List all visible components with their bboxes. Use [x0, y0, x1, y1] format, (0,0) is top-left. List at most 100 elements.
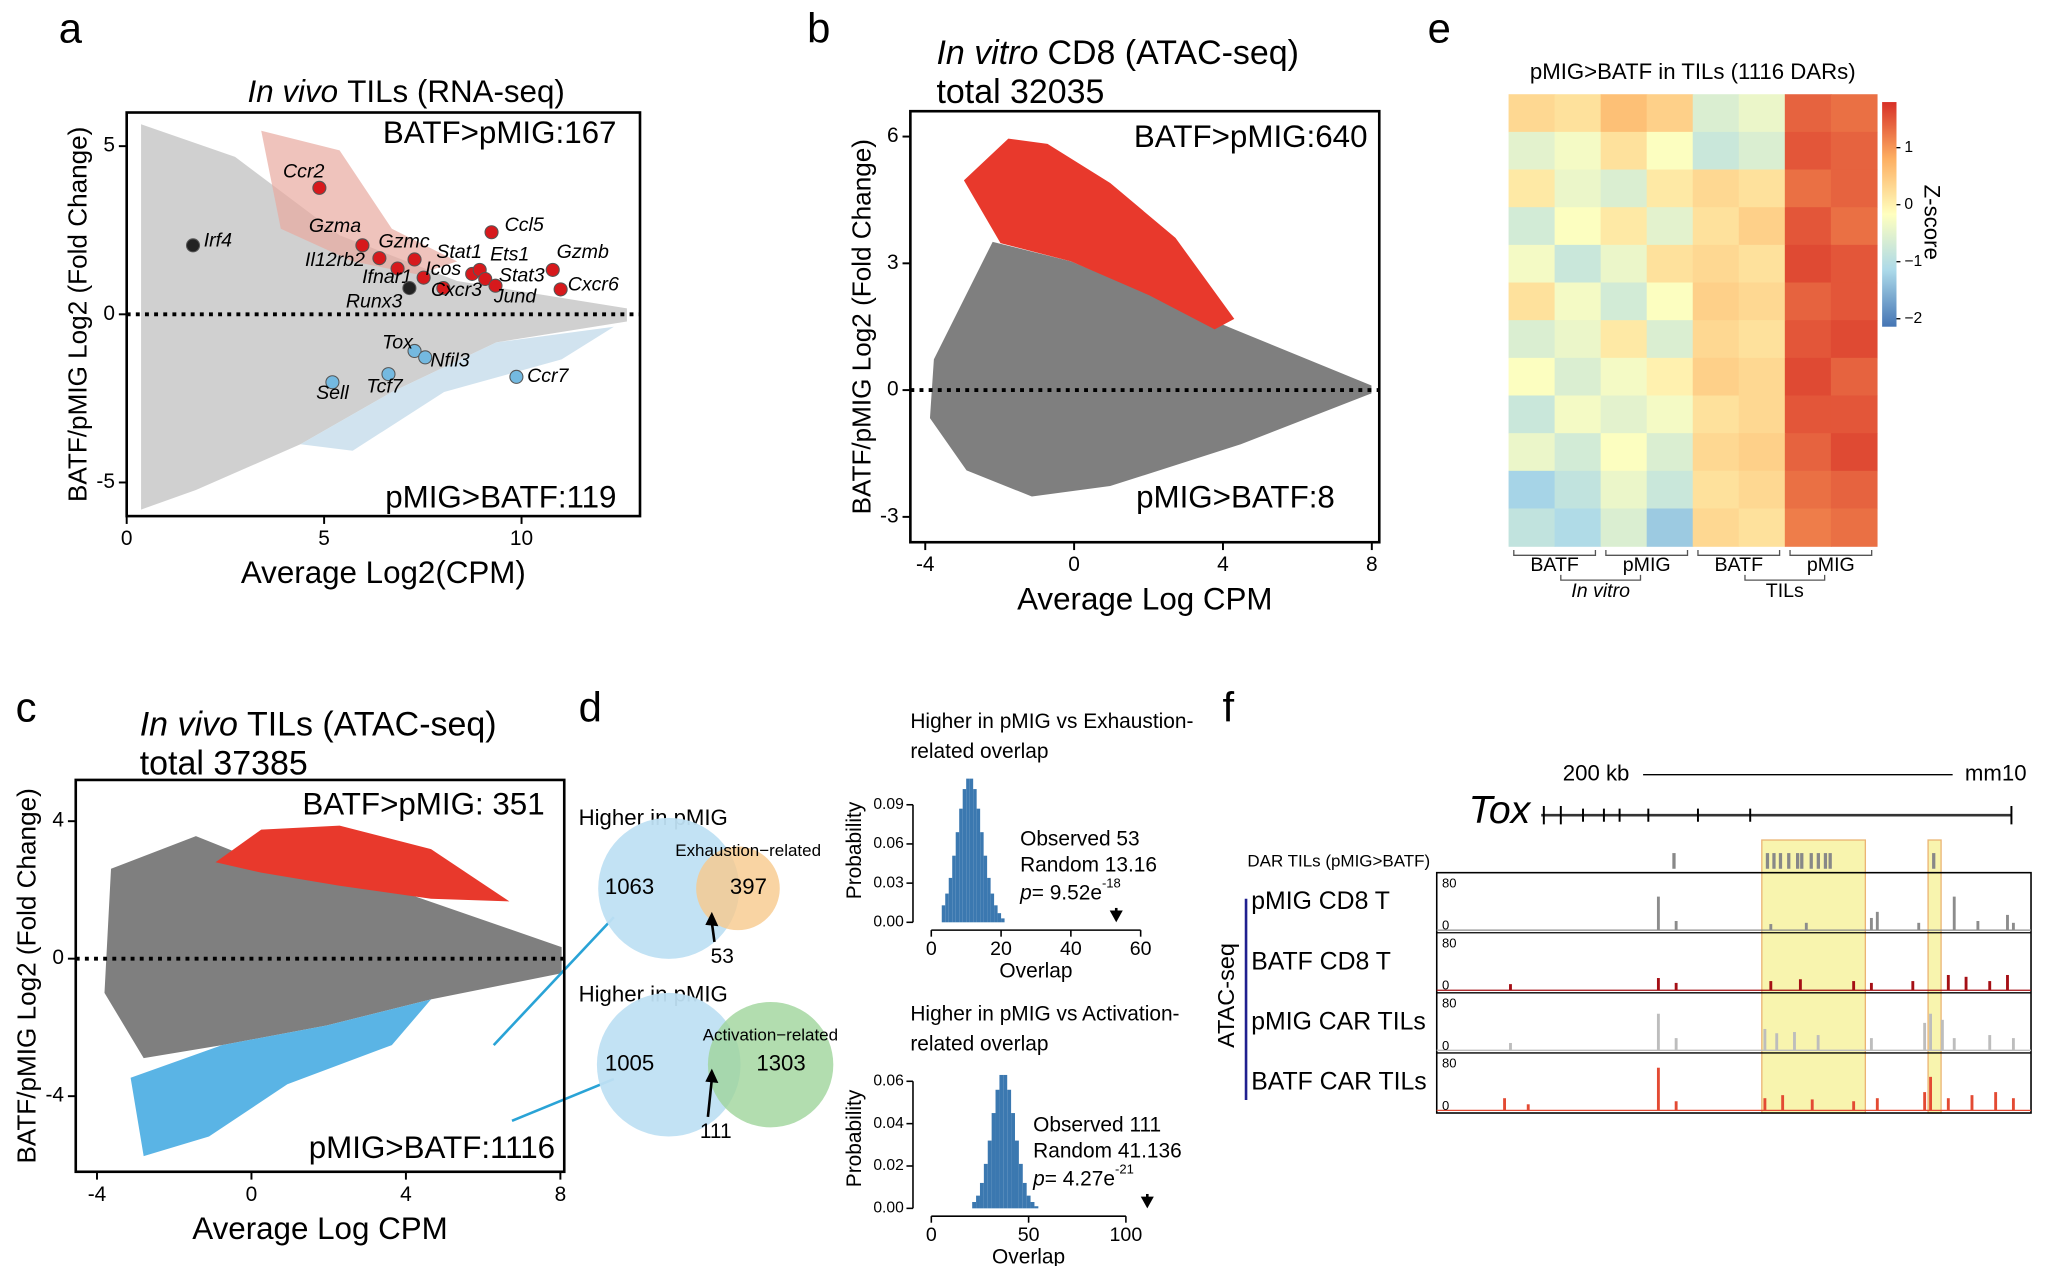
- heatmap-cell: [1600, 207, 1648, 246]
- peak: [1769, 924, 1773, 931]
- peak: [1994, 1092, 1998, 1111]
- observed-arrow-head: [1109, 910, 1123, 923]
- peak: [1763, 1098, 1767, 1111]
- heatmap-cell: [1830, 470, 1878, 510]
- heatmap-cell: [1830, 131, 1878, 171]
- dar-mark: [1816, 853, 1820, 869]
- point-cloud: [929, 241, 1372, 497]
- point-label: Cxcr6: [568, 274, 619, 296]
- bar: [991, 1113, 996, 1209]
- point-cloud: [104, 836, 562, 1059]
- colorbar-label: Z-score: [1920, 185, 1945, 260]
- point-cloud: [141, 124, 627, 510]
- dar-mark: [1796, 853, 1800, 869]
- peak: [1816, 1035, 1820, 1051]
- dar-mark: [1772, 853, 1776, 869]
- point: [488, 278, 503, 293]
- venn-right: [707, 1001, 834, 1128]
- colorbar-tick-label: 0: [1904, 196, 1913, 213]
- heatmap-cell: [1646, 94, 1694, 133]
- chart-title: In vivo TILs (RNA-seq): [248, 75, 565, 110]
- bar: [999, 1074, 1004, 1209]
- bar: [973, 789, 977, 923]
- plot-frame: [74, 778, 566, 1174]
- track-tick-label: 0: [1442, 1038, 1449, 1053]
- scale-label: 200 kb: [1563, 761, 1630, 786]
- venn-right-count: 397: [730, 874, 767, 899]
- dar-mark: [1828, 853, 1832, 869]
- point: [545, 262, 560, 277]
- point-label: Tcf7: [366, 375, 403, 397]
- bar: [966, 778, 970, 923]
- random-label: Random 13.16: [1020, 854, 1157, 877]
- point-label: Gzma: [309, 215, 361, 237]
- heatmap-cell: [1738, 94, 1786, 133]
- observed-label: Observed 53: [1020, 828, 1140, 851]
- p-symbol: p: [1032, 1167, 1045, 1190]
- heatmap-cell: [1600, 94, 1648, 133]
- point-label: Nfil3: [430, 349, 469, 371]
- heatmap-cell: [1554, 244, 1602, 284]
- peak: [1674, 1038, 1678, 1051]
- peak: [1509, 1042, 1512, 1051]
- bar: [976, 1195, 980, 1209]
- heatmap-cell: [1646, 395, 1694, 434]
- point-cloud-down: [300, 326, 614, 451]
- venn-overlap-count: 53: [711, 945, 734, 968]
- point: [372, 251, 387, 266]
- track-label: BATF CAR TILs: [1251, 1069, 1426, 1096]
- gene-label: Tox: [1469, 789, 1532, 832]
- heatmap-cell: [1692, 131, 1740, 171]
- link-arrow: [492, 916, 615, 1046]
- peak: [1923, 1092, 1927, 1111]
- heatmap-cell: [1738, 508, 1786, 547]
- venn-right-label: Activation−related: [703, 1025, 838, 1044]
- y-tick-label: 0.00: [873, 913, 904, 930]
- colorbar-tick-label: −1: [1904, 253, 1922, 270]
- point: [390, 261, 405, 276]
- column-bracket: [1513, 550, 1597, 556]
- peak: [1804, 922, 1808, 931]
- x-tick-label: 0: [246, 1183, 258, 1206]
- peak: [1674, 921, 1678, 931]
- bar: [1011, 1113, 1015, 1209]
- peak: [1952, 1038, 1956, 1051]
- heatmap-cell: [1738, 395, 1786, 434]
- bar: [1003, 1074, 1008, 1209]
- bar: [1007, 1089, 1012, 1209]
- column-bracket: [1789, 550, 1873, 556]
- heatmap-cell: [1784, 357, 1832, 397]
- x-tick-label: 8: [1366, 553, 1378, 576]
- peak: [2011, 1098, 2015, 1111]
- point: [407, 343, 422, 359]
- track-tick-label: 0: [1442, 918, 1449, 933]
- y-tick-label: 0: [887, 378, 899, 401]
- column-bracket: [1605, 550, 1689, 556]
- y-tick-label: 0: [52, 946, 64, 969]
- overlap-arrow-head: [705, 911, 719, 927]
- bar: [1034, 1206, 1039, 1209]
- y-axis-label: BATF/pMIG Log2 (Fold Change): [12, 788, 42, 1163]
- y-tick-label: -4: [45, 1084, 64, 1107]
- heatmap-cell: [1738, 357, 1786, 397]
- heatmap-cell: [1646, 357, 1694, 397]
- y-tick-label: 4: [52, 809, 64, 832]
- histogram-title: related overlap: [910, 1033, 1048, 1056]
- peak: [2006, 974, 2009, 991]
- x-tick-label: -4: [916, 553, 935, 576]
- heatmap-cell: [1738, 169, 1786, 208]
- heatmap-cell: [1508, 357, 1556, 397]
- venn-left: [596, 992, 741, 1137]
- peak: [1869, 1038, 1873, 1051]
- bar: [1022, 1182, 1027, 1209]
- bar: [955, 832, 960, 923]
- chart-subtitle: total 37385: [140, 745, 308, 783]
- y-tick-label: 0.09: [873, 796, 903, 813]
- y-axis-label: Probability: [843, 1089, 866, 1187]
- point-label: Irf4: [204, 230, 232, 252]
- heatmap-cell: [1508, 433, 1556, 472]
- point-label: Gzmb: [557, 241, 609, 263]
- dar-mark: [1672, 853, 1676, 869]
- point: [312, 180, 327, 195]
- peak: [1964, 976, 1968, 991]
